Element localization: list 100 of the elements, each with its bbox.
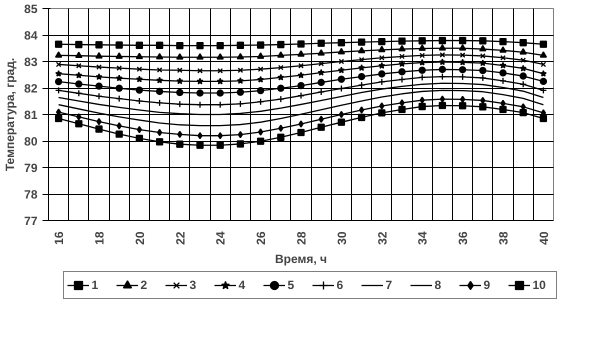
point — [196, 142, 204, 149]
point — [460, 52, 466, 58]
point — [196, 78, 204, 84]
point — [116, 130, 123, 138]
point — [520, 57, 526, 63]
y-tick-label: 81 — [24, 108, 38, 122]
point — [75, 40, 82, 48]
point — [398, 44, 406, 52]
point — [75, 72, 82, 78]
point — [156, 52, 164, 60]
y-tick-label: 79 — [24, 161, 38, 175]
point — [479, 66, 486, 74]
point — [95, 73, 103, 80]
point — [156, 138, 164, 146]
point — [256, 87, 264, 94]
point — [318, 40, 325, 47]
point — [176, 100, 184, 108]
point — [438, 36, 446, 44]
point — [499, 46, 507, 53]
point — [298, 62, 304, 69]
point — [358, 81, 366, 89]
point — [358, 106, 364, 114]
point — [418, 102, 426, 110]
point — [358, 46, 366, 54]
point — [297, 40, 305, 48]
point — [258, 66, 264, 72]
point — [176, 77, 184, 84]
point — [318, 116, 324, 123]
x-tick-label: 20 — [132, 231, 147, 245]
legend-label: 9 — [484, 278, 492, 292]
point — [236, 42, 244, 49]
legend-label: 4 — [238, 278, 246, 292]
legend-label: 5 — [288, 278, 296, 292]
point — [256, 41, 264, 49]
point — [420, 96, 425, 104]
point — [338, 76, 346, 83]
point — [499, 69, 507, 77]
point — [116, 84, 123, 92]
point — [398, 76, 406, 84]
y-tick-label: 80 — [24, 134, 38, 148]
point — [196, 101, 204, 108]
point — [196, 53, 204, 60]
point — [54, 114, 62, 122]
point — [460, 96, 466, 104]
point — [116, 52, 123, 59]
point — [136, 134, 144, 142]
point — [458, 44, 466, 51]
point — [177, 67, 183, 74]
x-tick-label: 26 — [254, 231, 268, 245]
x-tick-label: 40 — [536, 231, 551, 245]
point — [379, 55, 385, 61]
x-tick-label: 34 — [416, 231, 430, 245]
point — [358, 38, 366, 46]
point — [116, 65, 122, 71]
point — [258, 128, 264, 136]
point — [318, 88, 325, 96]
point — [95, 41, 103, 48]
point — [438, 102, 446, 110]
legend-label: 2 — [140, 278, 148, 292]
y-tick-label: 82 — [24, 82, 38, 96]
x-tick-label: 18 — [92, 231, 106, 245]
point — [418, 44, 426, 51]
point — [216, 142, 224, 149]
point — [216, 53, 224, 60]
point — [136, 97, 144, 105]
point — [479, 103, 486, 110]
point — [378, 109, 386, 117]
point — [238, 67, 244, 74]
legend-label: 6 — [336, 278, 344, 292]
point — [176, 140, 184, 148]
point — [136, 86, 144, 94]
point — [136, 66, 142, 72]
point — [500, 55, 506, 61]
point — [338, 84, 346, 92]
point — [438, 66, 446, 74]
point — [197, 68, 203, 74]
point — [278, 124, 284, 132]
point — [520, 39, 527, 46]
point — [176, 53, 184, 60]
point — [298, 120, 304, 128]
point — [358, 64, 366, 71]
point — [338, 58, 344, 64]
point — [297, 128, 305, 136]
y-tick-label: 85 — [24, 2, 38, 16]
legend-label: 8 — [434, 278, 442, 292]
point — [459, 58, 466, 66]
point — [156, 67, 162, 73]
point — [216, 101, 224, 108]
point — [156, 76, 164, 84]
point — [458, 73, 466, 81]
point — [236, 100, 244, 108]
point — [196, 42, 204, 50]
point — [318, 68, 325, 76]
point — [216, 78, 224, 84]
point — [398, 60, 406, 67]
point — [75, 52, 82, 58]
point — [458, 66, 466, 74]
point — [338, 118, 346, 126]
point — [176, 42, 184, 50]
point — [540, 78, 548, 86]
